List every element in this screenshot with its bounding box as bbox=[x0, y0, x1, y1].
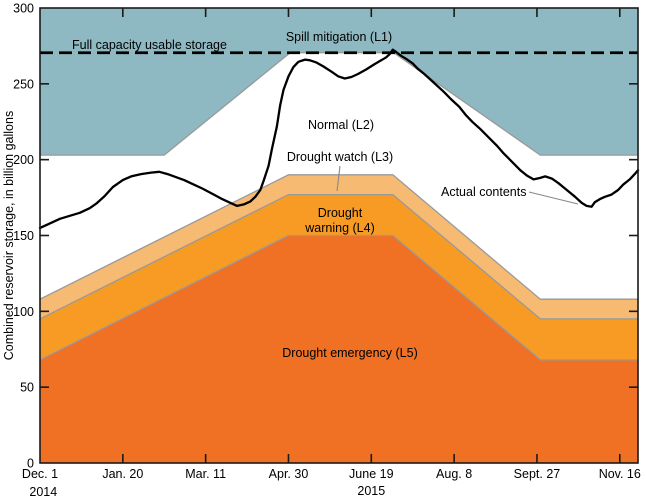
full-capacity-label: Full capacity usable storage bbox=[72, 38, 227, 52]
x-tick-label: Dec. 1 bbox=[22, 467, 58, 481]
band-L1-boundary bbox=[40, 52, 638, 156]
x-axis-year-label: 2014 bbox=[29, 485, 57, 499]
band-L5-boundary bbox=[39, 234, 638, 361]
drought-watch-label-leader bbox=[336, 165, 341, 192]
y-tick-label: 100 bbox=[13, 305, 34, 319]
actual-contents-label-leader bbox=[528, 191, 579, 205]
y-tick-label: 200 bbox=[13, 153, 34, 167]
x-tick-label: Jan. 20 bbox=[102, 467, 143, 481]
y-tick-label: 250 bbox=[13, 77, 34, 91]
actual-contents-label: Actual contents bbox=[441, 185, 526, 199]
actual-contents-line bbox=[38, 48, 640, 230]
x-tick-label: Apr. 30 bbox=[269, 467, 309, 481]
x-tick-label: Sept. 27 bbox=[514, 467, 561, 481]
y-tick-label: 0 bbox=[27, 457, 34, 471]
x-tick-label: Mar. 11 bbox=[185, 467, 226, 481]
band-L5-area bbox=[40, 235, 638, 463]
y-axis-title: Combined reservoir storage, in billion g… bbox=[2, 111, 16, 360]
y-tick-label: 300 bbox=[13, 2, 34, 16]
band-L4-boundary bbox=[39, 193, 638, 320]
y-tick-label: 150 bbox=[13, 229, 34, 243]
x-axis-year-label: 2015 bbox=[357, 484, 385, 498]
x-tick-label: June 19 bbox=[349, 467, 394, 481]
spill-mitigation-label: Spill mitigation (L1) bbox=[286, 30, 392, 44]
drought-watch-label: Drought watch (L3) bbox=[287, 150, 393, 164]
x-tick-label: Nov. 16 bbox=[599, 467, 641, 481]
drought-emergency-label: Drought emergency (L5) bbox=[282, 346, 417, 360]
normal-label: Normal (L2) bbox=[308, 118, 374, 132]
x-tick-label: Aug. 8 bbox=[436, 467, 472, 481]
y-tick-label: 50 bbox=[20, 381, 34, 395]
band-L3-boundary bbox=[39, 174, 638, 300]
drought-warning-label: Drought warning (L4) bbox=[304, 206, 374, 235]
